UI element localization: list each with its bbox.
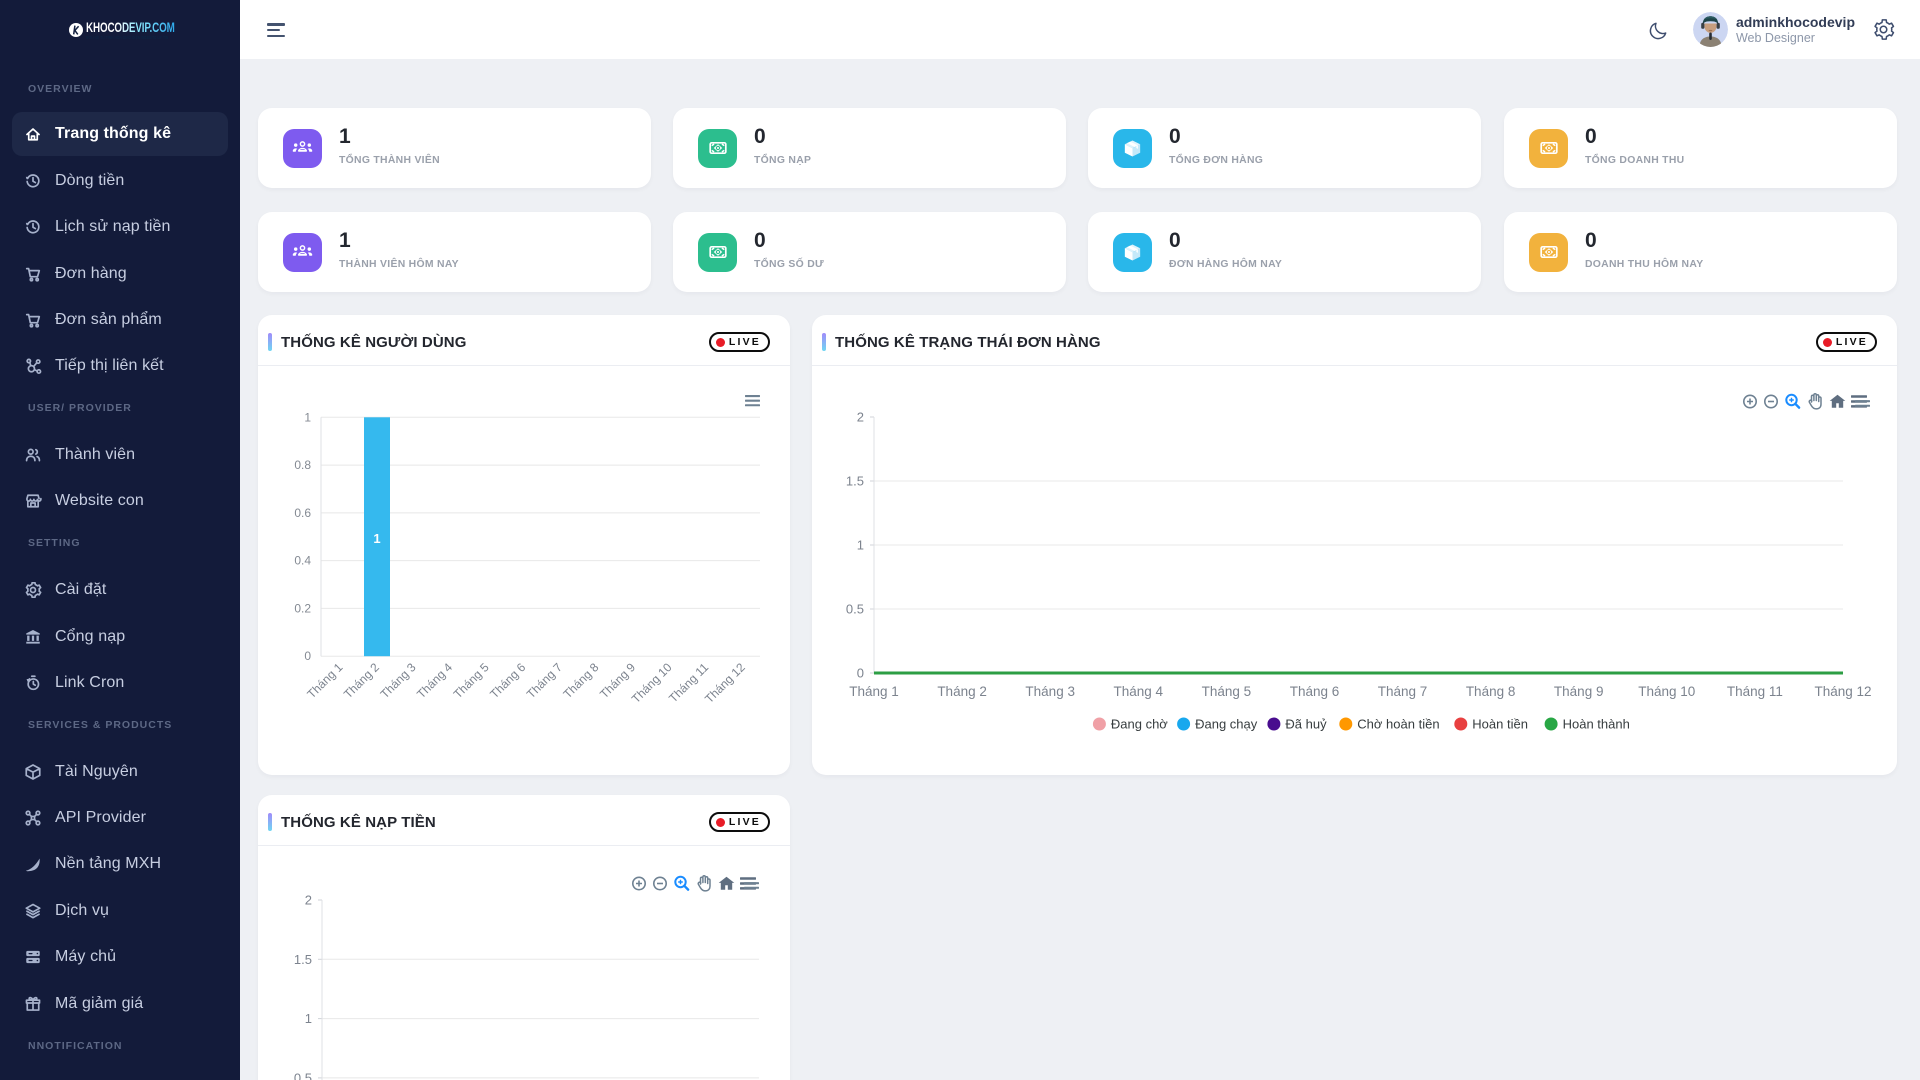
svg-text:1.5: 1.5 [846, 474, 864, 489]
svg-text:2: 2 [305, 893, 312, 908]
svg-text:0.6: 0.6 [294, 506, 311, 520]
svg-text:Tháng 12: Tháng 12 [1814, 684, 1871, 699]
svg-text:Đang chạy: Đang chạy [1195, 717, 1258, 732]
svg-text:Tháng 10: Tháng 10 [1638, 684, 1695, 699]
svg-text:1: 1 [305, 1011, 312, 1026]
svg-text:0: 0 [304, 649, 311, 663]
svg-text:Đã huỷ: Đã huỷ [1285, 717, 1327, 732]
svg-text:1: 1 [373, 531, 380, 546]
svg-text:Tháng 5: Tháng 5 [451, 660, 492, 701]
svg-text:Tháng 3: Tháng 3 [1025, 684, 1075, 699]
svg-text:1.5: 1.5 [294, 952, 312, 967]
svg-text:Tháng 2: Tháng 2 [937, 684, 987, 699]
svg-text:0.5: 0.5 [294, 1070, 312, 1080]
svg-text:Tháng 11: Tháng 11 [1727, 684, 1783, 699]
svg-text:2: 2 [857, 410, 864, 425]
svg-text:Tháng 3: Tháng 3 [378, 660, 419, 701]
svg-text:1: 1 [857, 538, 864, 553]
svg-text:Tháng 5: Tháng 5 [1202, 684, 1252, 699]
svg-text:1: 1 [304, 410, 311, 424]
svg-text:Tháng 10: Tháng 10 [629, 660, 675, 706]
svg-text:0.2: 0.2 [294, 601, 311, 615]
svg-text:Hoàn tiền: Hoàn tiền [1472, 717, 1528, 732]
svg-text:Tháng 1: Tháng 1 [849, 684, 899, 699]
svg-text:Tháng 7: Tháng 7 [524, 660, 565, 701]
svg-text:Chờ hoàn tiền: Chờ hoàn tiền [1357, 717, 1439, 732]
svg-text:0.5: 0.5 [846, 602, 864, 617]
svg-text:Tháng 6: Tháng 6 [487, 660, 528, 701]
svg-text:Tháng 6: Tháng 6 [1290, 684, 1340, 699]
svg-text:Tháng 8: Tháng 8 [1466, 684, 1516, 699]
svg-text:Tháng 1: Tháng 1 [304, 660, 345, 701]
svg-text:Tháng 7: Tháng 7 [1378, 684, 1428, 699]
svg-text:Tháng 8: Tháng 8 [560, 660, 601, 701]
svg-text:Tháng 2: Tháng 2 [341, 660, 382, 701]
svg-text:Tháng 4: Tháng 4 [414, 660, 455, 701]
svg-text:Đang chờ: Đang chờ [1111, 717, 1168, 732]
svg-text:Hoàn thành: Hoàn thành [1563, 717, 1630, 732]
svg-text:0: 0 [857, 666, 864, 681]
svg-text:Tháng 12: Tháng 12 [702, 660, 748, 706]
svg-text:Tháng 9: Tháng 9 [1554, 684, 1604, 699]
svg-text:0.4: 0.4 [294, 554, 311, 568]
svg-text:Tháng 4: Tháng 4 [1114, 684, 1164, 699]
svg-text:0.8: 0.8 [294, 458, 311, 472]
